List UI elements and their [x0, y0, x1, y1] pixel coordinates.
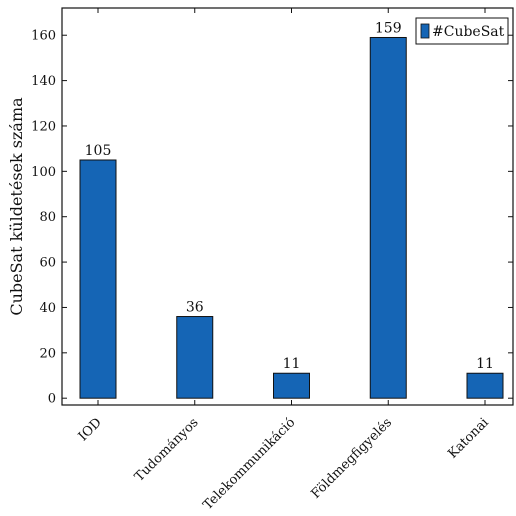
x-category-label: Telekommunikáció [200, 415, 298, 511]
legend: #CubeSat [415, 17, 509, 45]
y-tick-label: 120 [31, 119, 56, 134]
bar [466, 372, 504, 399]
y-tick-label: 0 [48, 392, 56, 407]
data-label: 11 [283, 356, 301, 372]
x-category-label: Földmegfigyelés [308, 415, 395, 502]
bar [176, 316, 214, 399]
y-axis-title: CubeSat küldetések száma [7, 97, 26, 316]
y-tick-label: 100 [31, 165, 56, 180]
bar [273, 372, 310, 399]
data-label: 11 [476, 356, 494, 372]
x-category-label: IOD [76, 415, 105, 444]
x-category-label: Tudományos [132, 415, 202, 485]
y-tick-label: 40 [39, 301, 56, 316]
data-label: 105 [85, 143, 112, 159]
y-tick-label: 80 [39, 210, 56, 225]
x-category-label: Katonai [445, 415, 492, 462]
data-label: 36 [186, 300, 204, 316]
bars: 105 36 11 159 11 [79, 8, 504, 405]
legend-label: #CubeSat [432, 24, 505, 40]
y-tick-label: 160 [31, 29, 56, 44]
bar [369, 36, 407, 399]
y-tick-label: 20 [39, 346, 56, 361]
bar [79, 159, 117, 399]
plot-frame [61, 7, 514, 406]
y-tick-label: 140 [31, 74, 56, 89]
y-tick-label: 60 [39, 256, 56, 271]
legend-box [415, 17, 509, 45]
legend-swatch [420, 23, 430, 39]
y-axis-ticks: 0 20 40 60 80 100 120 140 160 [31, 29, 513, 407]
data-label: 159 [375, 20, 402, 36]
